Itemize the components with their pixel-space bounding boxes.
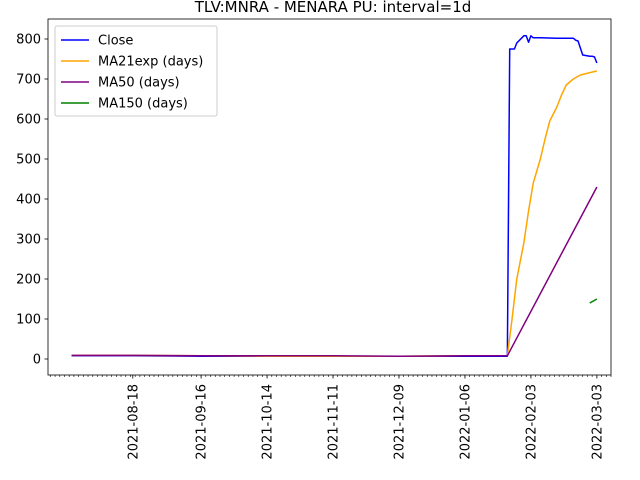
y-tick-label-7: 700	[16, 73, 41, 88]
x-tick-label-6: 2022-02-03	[524, 384, 539, 460]
x-tick-label-2: 2021-10-14	[261, 384, 276, 460]
x-tick-label-5: 2022-01-06	[458, 384, 473, 460]
x-tick-label-1: 2021-09-16	[195, 384, 210, 460]
y-tick-label-5: 500	[16, 153, 41, 168]
legend-label-2: MA50 (days)	[98, 76, 180, 91]
y-tick-label-1: 100	[16, 313, 41, 328]
legend-label-0: Close	[98, 34, 133, 49]
y-tick-label-2: 200	[16, 273, 41, 288]
axes-frame	[47, 18, 612, 376]
series-line-3	[589, 298, 598, 304]
x-tick-label-3: 2021-11-11	[327, 384, 342, 460]
y-axis: 0 100 200 300 400 500 600 700 800	[16, 33, 48, 368]
chart-title: TLV:MNRA - MENARA PU: interval=1d	[194, 0, 472, 16]
y-tick-label-3: 300	[16, 233, 41, 248]
legend-label-1: MA21exp (days)	[98, 55, 203, 70]
x-tick-label-4: 2021-12-09	[392, 384, 407, 460]
x-tick-label-7: 2022-03-03	[590, 384, 605, 460]
legend-label-3: MA150 (days)	[98, 97, 188, 112]
y-tick-label-4: 400	[16, 193, 41, 208]
plot-area	[47, 18, 612, 376]
series-group	[71, 35, 598, 357]
y-tick-label-6: 600	[16, 113, 41, 128]
y-tick-label-0: 0	[33, 353, 41, 368]
legend: Close MA21exp (days) MA50 (days) MA150 (day…	[54, 25, 218, 117]
x-tick-label-0: 2021-08-18	[126, 384, 141, 460]
x-axis: 2021-08-18 2021-09-16 2021-10-14 2021-11-11…	[50, 375, 612, 460]
legend-box	[54, 25, 218, 117]
series-line-2	[71, 186, 598, 357]
y-tick-label-8: 800	[16, 33, 41, 48]
